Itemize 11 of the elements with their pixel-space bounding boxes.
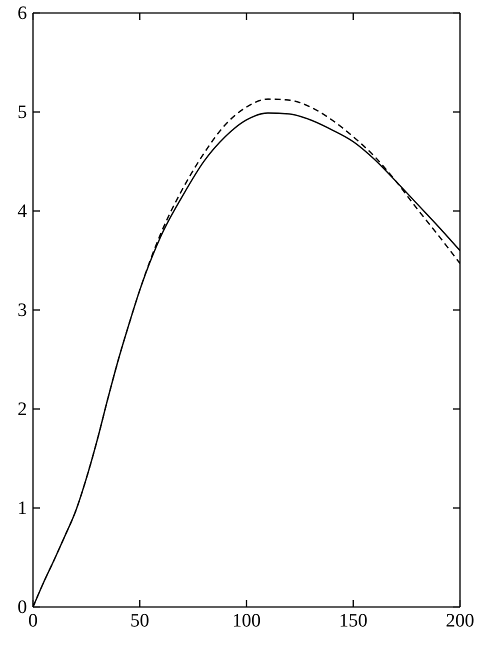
y-tick-label: 2 [18, 399, 27, 420]
x-tick-label: 200 [446, 610, 474, 632]
y-tick-label: 4 [18, 201, 28, 222]
y-tick-label: 5 [18, 102, 27, 124]
y-tick-label: 6 [18, 3, 27, 24]
x-tick-label: 100 [232, 610, 261, 632]
y-tick-label: 3 [18, 300, 27, 322]
y-tick-label: 0 [18, 597, 27, 618]
x-tick-label: 50 [130, 610, 150, 632]
y-tick-label: 1 [18, 498, 27, 520]
x-tick-label: 150 [339, 610, 368, 632]
